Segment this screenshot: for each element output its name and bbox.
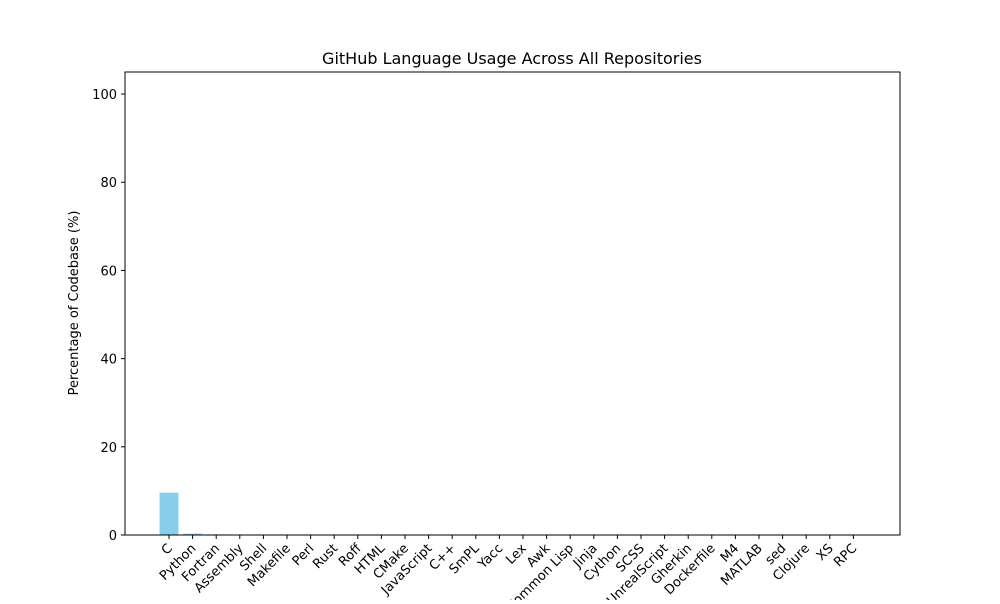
y-tick-label: 60 (100, 264, 117, 279)
bar-c (160, 493, 179, 535)
x-tick-label: Rust (310, 541, 341, 572)
y-axis-label: Percentage of Codebase (%) (67, 211, 82, 396)
y-axis-ticks: 0 20 40 60 80 100 (92, 88, 125, 544)
chart-title: GitHub Language Usage Across All Reposit… (322, 49, 702, 68)
y-tick-label: 80 (100, 176, 117, 191)
x-axis-ticks: CPythonFortranAssemblyShellMakefilePerlR… (157, 535, 860, 600)
bars-group (160, 493, 863, 535)
x-tick-label: Yacc (475, 541, 506, 572)
x-tick-label: Lex (503, 541, 530, 568)
y-tick-label: 40 (100, 353, 117, 368)
y-tick-label: 20 (100, 441, 117, 456)
y-tick-label: 100 (92, 88, 117, 103)
y-tick-label: 0 (109, 529, 117, 544)
x-tick-label: RPC (831, 541, 860, 570)
plot-area-frame (125, 72, 900, 535)
